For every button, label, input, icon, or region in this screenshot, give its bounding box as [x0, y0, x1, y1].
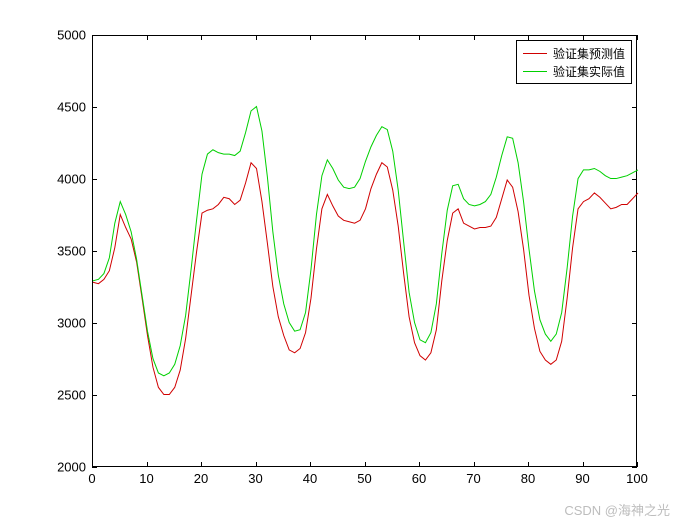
- chart-canvas: 0 10 20 30 40 50 60 70 80 90 100 2000 2500 3000 3500 40…: [0, 0, 700, 525]
- ytick-label: 4000: [57, 172, 86, 187]
- ytick-mark-right: [632, 179, 637, 180]
- legend-item: 验证集预测值: [523, 44, 625, 62]
- xtick-mark-top: [147, 35, 148, 40]
- xtick-mark: [528, 462, 529, 467]
- ytick-mark-right: [632, 395, 637, 396]
- xtick-label: 70: [466, 471, 480, 486]
- xtick-mark-top: [419, 35, 420, 40]
- xtick-label: 40: [303, 471, 317, 486]
- ytick-label: 3500: [57, 244, 86, 259]
- xtick-mark: [310, 462, 311, 467]
- ytick-label: 5000: [57, 28, 86, 43]
- xtick-mark: [474, 462, 475, 467]
- xtick-label: 90: [575, 471, 589, 486]
- legend-swatch: [523, 53, 547, 54]
- ytick-mark: [92, 395, 97, 396]
- ytick-mark: [92, 467, 97, 468]
- ytick-label: 4500: [57, 100, 86, 115]
- ytick-label: 2000: [57, 460, 86, 475]
- lines-layer: [93, 36, 638, 468]
- xtick-mark-top: [474, 35, 475, 40]
- xtick-mark: [201, 462, 202, 467]
- ytick-mark: [92, 251, 97, 252]
- xtick-mark-top: [637, 35, 638, 40]
- xtick-label: 30: [248, 471, 262, 486]
- ytick-mark-right: [632, 467, 637, 468]
- xtick-mark-top: [201, 35, 202, 40]
- xtick-mark: [256, 462, 257, 467]
- ytick-mark: [92, 35, 97, 36]
- legend-item: 验证集实际值: [523, 62, 625, 80]
- xtick-mark-top: [365, 35, 366, 40]
- xtick-mark-top: [256, 35, 257, 40]
- legend-label: 验证集预测值: [553, 45, 625, 62]
- xtick-label: 10: [139, 471, 153, 486]
- ytick-mark-right: [632, 35, 637, 36]
- plot-area: [92, 35, 637, 467]
- ytick-mark: [92, 323, 97, 324]
- ytick-mark-right: [632, 107, 637, 108]
- legend: 验证集预测值验证集实际值: [516, 40, 632, 84]
- xtick-mark: [419, 462, 420, 467]
- ytick-mark-right: [632, 323, 637, 324]
- xtick-mark: [583, 462, 584, 467]
- xtick-label: 50: [357, 471, 371, 486]
- legend-swatch: [523, 71, 547, 72]
- xtick-mark: [637, 462, 638, 467]
- ytick-mark-right: [632, 251, 637, 252]
- xtick-mark: [365, 462, 366, 467]
- legend-label: 验证集实际值: [553, 63, 625, 80]
- xtick-mark-top: [310, 35, 311, 40]
- series-actual: [93, 107, 638, 376]
- xtick-label: 60: [412, 471, 426, 486]
- series-predicted: [93, 163, 638, 395]
- xtick-label: 20: [194, 471, 208, 486]
- ytick-label: 3000: [57, 316, 86, 331]
- ytick-mark: [92, 179, 97, 180]
- xtick-mark: [147, 462, 148, 467]
- ytick-label: 2500: [57, 388, 86, 403]
- ytick-mark: [92, 107, 97, 108]
- watermark-text: CSDN @海神之光: [564, 500, 670, 519]
- xtick-label: 0: [88, 471, 95, 486]
- xtick-label: 80: [521, 471, 535, 486]
- xtick-label: 100: [626, 471, 648, 486]
